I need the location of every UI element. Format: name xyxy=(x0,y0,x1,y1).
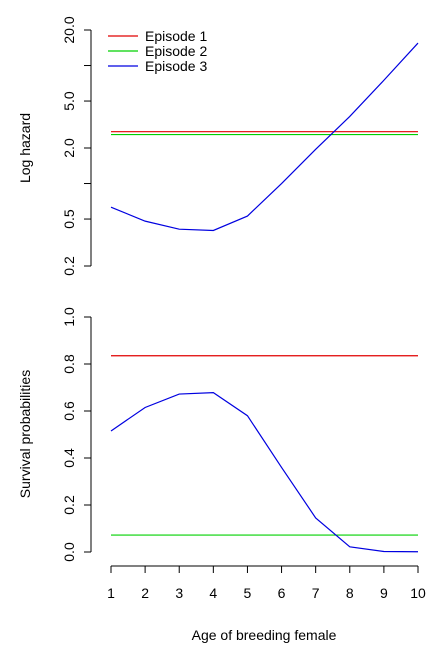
legend-label-episode-1: Episode 1 xyxy=(145,28,207,44)
top-y-axis-label: Log hazard xyxy=(17,113,33,183)
x-tick-label: 3 xyxy=(175,585,183,601)
bottom-y-axis-label: Survival probabilities xyxy=(17,370,33,498)
bottom-y-tick-label: 0.8 xyxy=(61,354,77,374)
top-panel: 0.20.52.05.020.0 Log hazard Episode 1Epi… xyxy=(17,16,419,276)
x-axis-label: Age of breeding female xyxy=(192,627,337,643)
bottom-y-tick-label: 0.4 xyxy=(61,448,77,468)
x-ticks: 1 2 3 4 5 6 7 8 9 10 xyxy=(107,566,426,601)
top-y-tick-label: 0.2 xyxy=(61,256,77,276)
x-tick-label: 4 xyxy=(209,585,217,601)
bottom-y-ticks: 0.0 0.2 0.4 0.6 0.8 1.0 xyxy=(61,307,91,562)
bottom-y-tick-label: 0.0 xyxy=(61,542,77,562)
top-y-tick-label: 2.0 xyxy=(61,138,77,158)
x-tick-label: 1 xyxy=(107,585,115,601)
legend-label-episode-3: Episode 3 xyxy=(145,58,207,74)
legend-label-episode-2: Episode 2 xyxy=(145,43,207,59)
x-tick-label: 7 xyxy=(312,585,320,601)
top-y-tick-label: 0.5 xyxy=(61,209,77,229)
top-y-tick-label: 20.0 xyxy=(61,16,77,43)
x-tick-label: 10 xyxy=(410,585,426,601)
x-tick-label: 5 xyxy=(244,585,252,601)
bottom-y-tick-label: 1.0 xyxy=(61,307,77,327)
bottom-panel: 0.0 0.2 0.4 0.6 0.8 1.0 Survival probabilitie… xyxy=(17,307,426,643)
x-tick-label: 9 xyxy=(380,585,388,601)
top-series-lines xyxy=(110,42,419,232)
top-y-ticks: 0.2 0.5 2.0 5.0 20.0 xyxy=(61,16,91,276)
bottom-series-episode-3 xyxy=(110,392,419,553)
bottom-series-lines xyxy=(110,355,419,553)
top-y-tick-label: 5.0 xyxy=(61,91,77,111)
x-tick-label: 8 xyxy=(346,585,354,601)
bottom-y-tick-label: 0.2 xyxy=(61,495,77,515)
bottom-y-tick-label: 0.6 xyxy=(61,401,77,421)
x-tick-label: 6 xyxy=(278,585,286,601)
x-tick-label: 2 xyxy=(141,585,149,601)
top-series-episode-3 xyxy=(110,42,419,232)
